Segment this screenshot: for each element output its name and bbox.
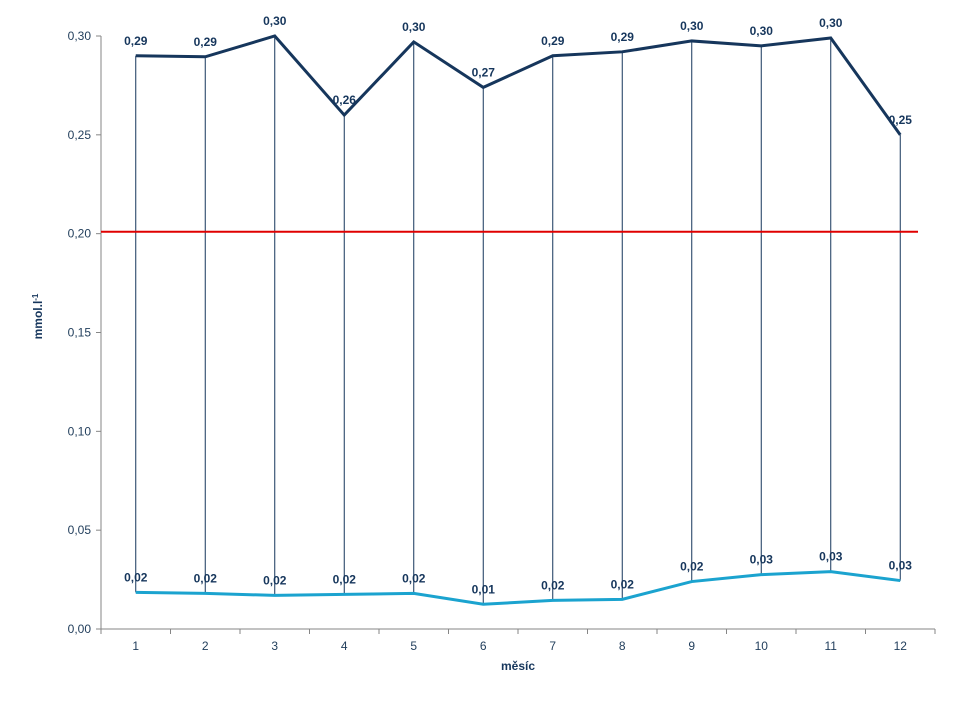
- data-label-series-2: 0,02: [194, 571, 218, 585]
- data-label-series-2: 0,02: [611, 577, 635, 591]
- y-axis-title-unit: mmol.l: [31, 301, 45, 340]
- y-tick-label: 0,10: [68, 424, 92, 438]
- data-label-series-2: 0,03: [819, 550, 843, 564]
- x-tick-label: 11: [825, 639, 838, 653]
- data-label-series-2: 0,03: [889, 559, 913, 573]
- x-tick-label: 4: [341, 639, 348, 653]
- x-tick-label: 7: [549, 639, 556, 653]
- data-label-series-2: 0,01: [472, 582, 496, 596]
- data-label-series-1: 0,30: [750, 24, 774, 38]
- y-tick-label: 0,25: [68, 128, 92, 142]
- data-label-series-2: 0,02: [541, 578, 565, 592]
- y-axis-title: mmol.l-1: [31, 293, 46, 339]
- data-label-series-1: 0,30: [263, 14, 287, 28]
- x-tick-label: 1: [132, 639, 139, 653]
- data-label-series-1: 0,25: [889, 113, 913, 127]
- data-label-series-2: 0,03: [750, 553, 774, 567]
- data-label-series-1: 0,29: [194, 35, 218, 49]
- data-label-series-2: 0,02: [402, 571, 426, 585]
- data-label-series-2: 0,02: [263, 573, 287, 587]
- data-label-series-2: 0,02: [124, 570, 148, 584]
- data-label-series-1: 0,29: [611, 30, 635, 44]
- y-tick-label: 0,05: [68, 523, 92, 537]
- data-label-series-1: 0,27: [472, 65, 496, 79]
- data-label-series-1: 0,30: [680, 19, 704, 33]
- data-label-series-1: 0,30: [402, 20, 426, 34]
- data-label-series-2: 0,02: [680, 560, 704, 574]
- x-ticks: 1 2 3 4 5 6 7 8 9 10 11 12: [100, 629, 936, 653]
- y-tick-label: 0,30: [68, 29, 92, 43]
- series-layer: [135, 34, 902, 606]
- x-tick-label: 12: [894, 639, 908, 653]
- x-tick-label: 10: [755, 639, 769, 653]
- data-label-series-1: 0,26: [333, 93, 357, 107]
- y-tick-label: 0,15: [68, 326, 92, 340]
- data-label-series-1: 0,29: [541, 34, 565, 48]
- y-tick-label: 0,20: [68, 227, 92, 241]
- y-axis-title-exponent: -1: [31, 293, 40, 301]
- series-line-1: [135, 34, 902, 136]
- y-ticks: 0,00 0,05 0,10 0,15 0,20 0,25 0,30: [68, 29, 101, 636]
- data-labels: 0,29 0,29 0,30 0,26 0,30 0,27 0,29 0,29 0,30 0,30…: [124, 14, 912, 596]
- drop-lines: [135, 36, 901, 605]
- x-tick-label: 9: [688, 639, 695, 653]
- x-tick-label: 8: [619, 639, 626, 653]
- x-tick-label: 6: [480, 639, 487, 653]
- x-tick-label: 2: [202, 639, 209, 653]
- series-line-2: [135, 570, 901, 606]
- axes: [100, 36, 935, 630]
- data-label-series-2: 0,02: [333, 572, 357, 586]
- x-axis-title: měsíc: [501, 659, 535, 673]
- x-tick-label: 3: [271, 639, 278, 653]
- y-tick-label: 0,00: [68, 622, 92, 636]
- data-label-series-1: 0,29: [124, 34, 148, 48]
- x-tick-label: 5: [410, 639, 417, 653]
- data-label-series-1: 0,30: [819, 16, 843, 30]
